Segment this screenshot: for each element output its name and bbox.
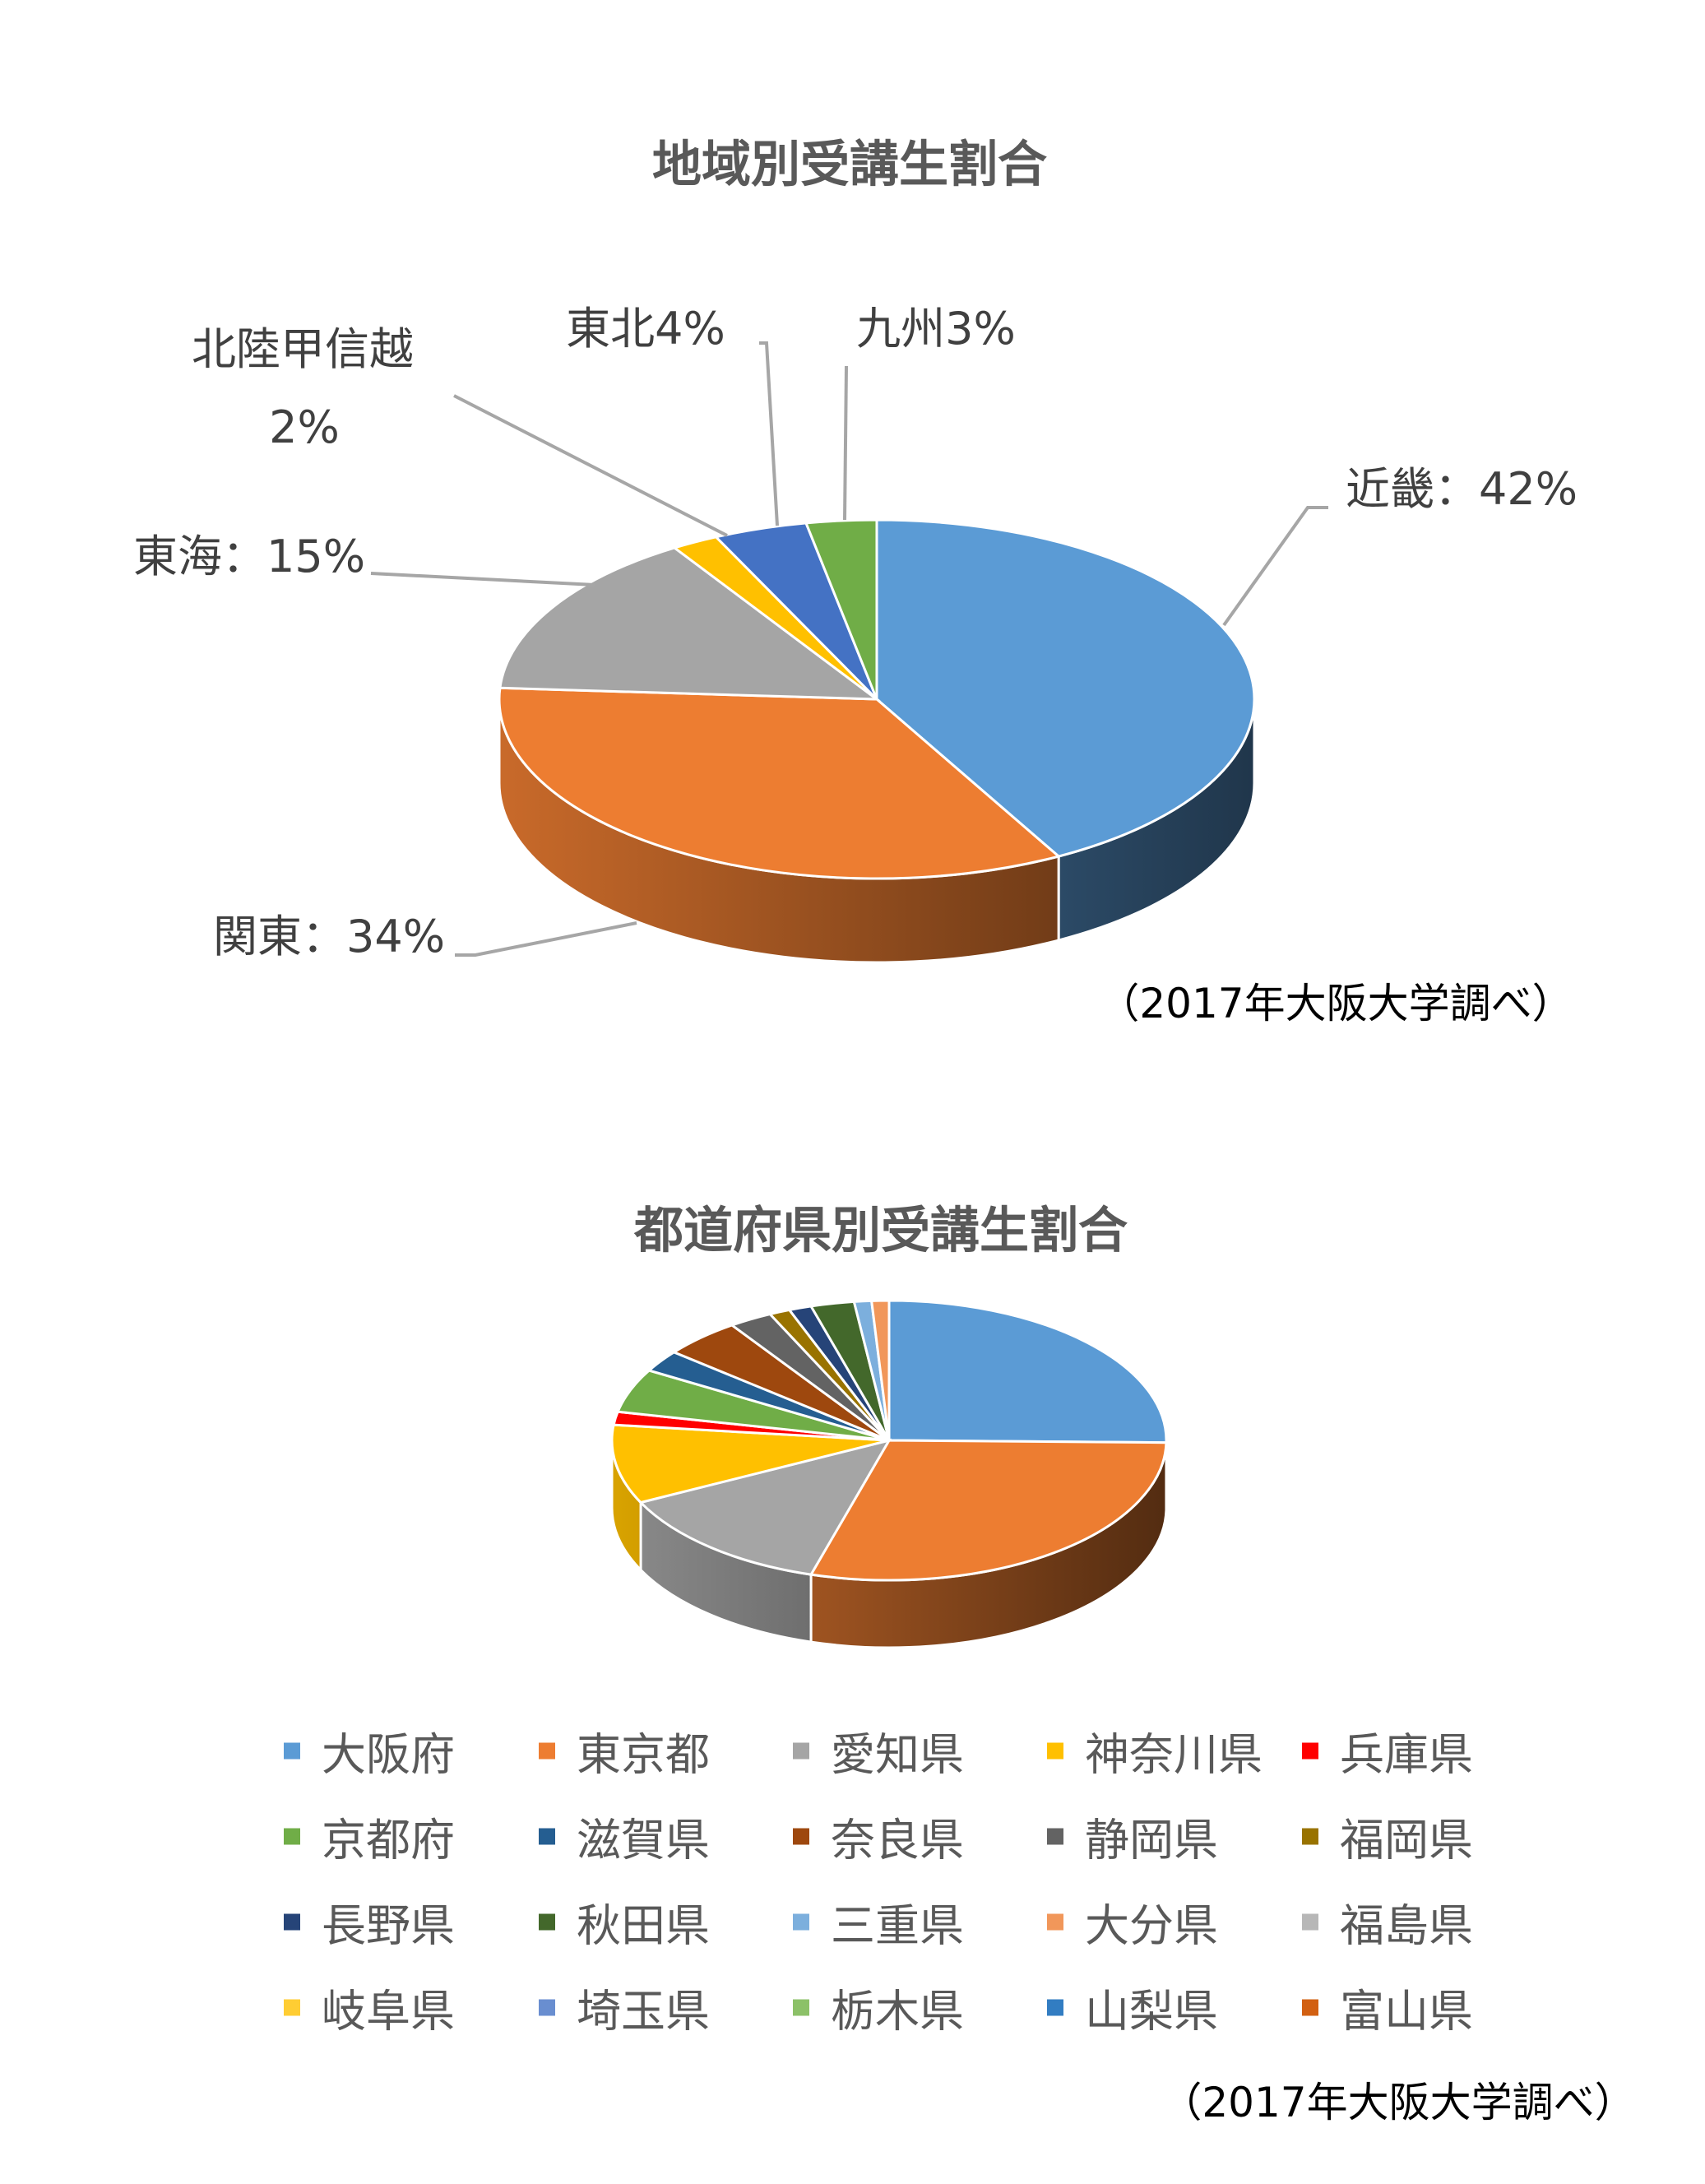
leader-line-tohoku [759,341,779,526]
pie-slice-関東 [498,686,1062,880]
legend-label: 東京都 [577,1728,710,1781]
legend-label: 大分県 [1085,1899,1218,1952]
legend-swatch [539,1828,555,1844]
data-label-tohoku: 東北4% [566,302,725,355]
legend-swatch [793,1742,809,1759]
pie-chart-regions [498,518,1256,964]
legend-item: 栃木県 [793,1975,964,2040]
legend-swatch [539,1999,555,2015]
legend-label: 埼玉県 [577,1985,710,2038]
leader-line-kyushu [843,365,848,521]
legend-label: 山梨県 [1085,1985,1218,2038]
data-label-tokai: 東海：15% [132,530,366,582]
data-label-hokuriku: 北陸甲信越 [192,322,414,375]
data-label-kinki: 近畿：42% [1345,462,1578,515]
legend-label: 秋田県 [577,1899,710,1952]
legend-swatch [1047,1828,1063,1844]
legend-label: 滋賀県 [577,1814,710,1866]
legend-swatch [539,1742,555,1759]
legend-item: 奈良県 [793,1804,964,1869]
legend-swatch [793,1999,809,2015]
legend-label: 福岡県 [1340,1814,1473,1866]
legend-item: 静岡県 [1047,1804,1218,1869]
legend-item: 東京都 [539,1718,710,1783]
legend-swatch [284,1999,300,2015]
legend-item: 兵庫県 [1302,1718,1473,1783]
legend-label: 愛知県 [831,1728,964,1781]
legend-swatch [539,1913,555,1930]
legend-item: 富山県 [1302,1975,1473,2040]
legend-swatch [1302,1828,1318,1844]
legend-item: 滋賀県 [539,1804,710,1869]
legend-label: 兵庫県 [1340,1728,1473,1781]
legend-item: 福島県 [1302,1890,1473,1954]
legend-label: 三重県 [831,1899,964,1952]
legend-label: 福島県 [1340,1899,1473,1952]
pie-slice-大分県 [869,1299,891,1441]
pie-slice-九州 [804,518,878,700]
legend-label: 神奈川県 [1085,1728,1263,1781]
legend-label: 京都府 [322,1814,455,1866]
legend-item: 大分県 [1047,1890,1218,1954]
source-note-regions: （2017年大阪大学調べ） [1098,980,1573,1027]
pie-slice-東京都 [808,1439,1168,1582]
legend-swatch [1302,1913,1318,1930]
leader-line-tokai [370,572,595,587]
legend-item: 山梨県 [1047,1975,1218,2040]
legend-item: 大阪府 [284,1718,455,1783]
pie-slice-愛知県 [638,1438,892,1576]
chart-title-prefectures: 都道府県別受講生割合 [634,1202,1128,1260]
pie-chart-prefectures [610,1299,1168,1649]
pie-slice-近畿 [875,518,1256,858]
legend-item: 埼玉県 [539,1975,710,2040]
chart-title-regions: 地域別受講生割合 [652,136,1047,194]
pie-slice-神奈川県 [610,1423,890,1505]
data-label-kanto: 関東：34% [212,910,446,962]
legend-swatch [793,1913,809,1930]
legend-label: 栃木県 [831,1985,964,2038]
legend-label: 岐阜県 [322,1985,455,2038]
legend-label: 長野県 [322,1899,455,1952]
leader-line-hokuriku [453,394,728,537]
legend-item: 神奈川県 [1047,1718,1263,1783]
legend-label: 静岡県 [1085,1814,1218,1866]
leader-lines [370,341,1328,957]
legend-swatch [1047,1742,1063,1759]
pie-slice-大阪府 [887,1299,1168,1444]
legend-item: 福岡県 [1302,1804,1473,1869]
data-label-hokuriku-percent: 2% [269,401,340,453]
legend-label: 大阪府 [322,1728,455,1781]
legend-swatch [284,1828,300,1844]
data-label-kyushu: 九州3% [856,302,1016,355]
legend-label: 富山県 [1340,1985,1473,2038]
legend-swatch [793,1828,809,1844]
source-note-prefectures: （2017年大阪大学調べ） [1161,2079,1636,2126]
legend-swatch [1047,1999,1063,2015]
legend-swatch [1302,1742,1318,1759]
legend-swatch [284,1742,300,1759]
legend-label: 奈良県 [831,1814,964,1866]
legend-item: 三重県 [793,1890,964,1954]
legend-swatch [1047,1913,1063,1930]
legend-swatch [284,1913,300,1930]
legend-item: 京都府 [284,1804,455,1869]
legend-swatch [1302,1999,1318,2015]
leader-line-kinki [1222,506,1328,627]
legend-item: 長野県 [284,1890,455,1954]
legend-item: 愛知県 [793,1718,964,1783]
legend-item: 岐阜県 [284,1975,455,2040]
legend-item: 秋田県 [539,1890,710,1954]
leader-line-kanto [455,921,637,957]
